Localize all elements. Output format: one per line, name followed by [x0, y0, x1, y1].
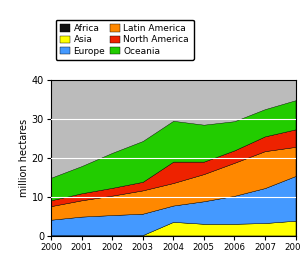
Y-axis label: million hectares: million hectares	[19, 119, 29, 197]
Legend: Africa, Asia, Europe, Latin America, North America, Oceania: Africa, Asia, Europe, Latin America, Nor…	[56, 20, 194, 60]
